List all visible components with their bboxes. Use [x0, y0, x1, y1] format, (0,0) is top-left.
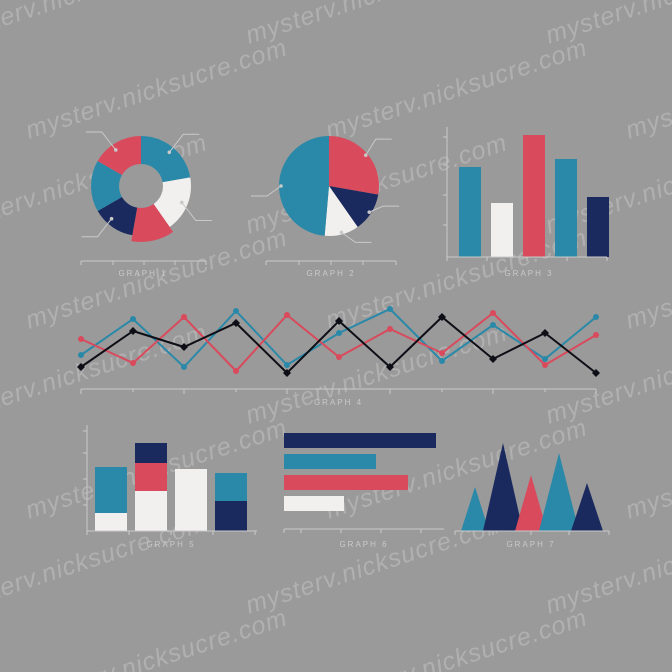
line-marker: [284, 362, 290, 368]
donut-hole: [119, 164, 163, 208]
line-marker: [180, 343, 188, 351]
bar: [587, 197, 609, 257]
watermark-text: mysterv.nicksucre.com: [322, 603, 591, 672]
line-marker: [439, 358, 445, 364]
callout-dot: [180, 201, 184, 205]
watermark-text: mysterv.nicksucre.com: [242, 0, 511, 51]
line-marker: [387, 326, 393, 332]
stacked-segment: [95, 467, 127, 513]
line-series: [81, 317, 596, 373]
stacked-segment: [135, 491, 167, 531]
line-marker: [181, 314, 187, 320]
triangle: [483, 443, 523, 531]
line-marker: [490, 322, 496, 328]
bar: [491, 203, 513, 257]
pie-slice: [329, 136, 379, 195]
line-marker: [336, 354, 342, 360]
watermark-text: mysterv.nicksucre.com: [542, 0, 672, 51]
watermark-text: mysterv.nicksucre.com: [622, 603, 672, 672]
line-marker: [233, 308, 239, 314]
watermark-text: mysterv.nicksucre.com: [0, 0, 211, 51]
triangle: [539, 453, 579, 531]
line-marker: [387, 306, 393, 312]
line-marker: [593, 332, 599, 338]
stacked-segment: [135, 443, 167, 463]
stacked-segment: [215, 473, 247, 501]
callout-dot: [110, 217, 114, 221]
chart-caption: GRAPH 1: [118, 269, 167, 278]
callout-dot: [279, 184, 283, 188]
line-marker: [181, 364, 187, 370]
triangle: [571, 483, 603, 531]
line-marker: [130, 360, 136, 366]
line-marker: [284, 312, 290, 318]
callout-dot: [364, 153, 368, 157]
hbar-chart: [284, 433, 436, 511]
bar: [523, 135, 545, 257]
chart-caption: GRAPH 3: [504, 269, 553, 278]
bar-chart-top: [459, 135, 609, 257]
stacked-segment: [175, 469, 207, 531]
hbar: [284, 496, 344, 511]
hbar: [284, 475, 408, 490]
line-marker: [78, 352, 84, 358]
pie-chart: [251, 136, 399, 242]
line-marker: [336, 330, 342, 336]
line-marker: [439, 350, 445, 356]
stacked-bar-chart: [95, 443, 247, 531]
callout-dot: [114, 148, 118, 152]
chart-caption: GRAPH 6: [339, 540, 388, 549]
pie-slice: [279, 136, 329, 236]
watermark-text: mysterv.nicksucre.com: [22, 603, 291, 672]
donut-chart: [82, 132, 212, 242]
bar: [555, 159, 577, 257]
stacked-segment: [215, 501, 247, 531]
line-marker: [490, 310, 496, 316]
chart-caption: GRAPH 7: [506, 540, 555, 549]
hbar: [284, 433, 436, 448]
callout-dot: [367, 210, 371, 214]
stacked-segment: [95, 513, 127, 531]
line-marker: [130, 316, 136, 322]
chart-caption: GRAPH 5: [146, 540, 195, 549]
line-chart: [77, 306, 600, 377]
callout-line: [341, 232, 371, 242]
hbar: [284, 454, 376, 469]
line-marker: [233, 368, 239, 374]
line-marker: [542, 362, 548, 368]
chart-caption: GRAPH 4: [314, 398, 363, 407]
callout-line: [366, 139, 392, 155]
callout-dot: [340, 231, 344, 235]
stacked-segment: [135, 463, 167, 491]
line-marker: [593, 314, 599, 320]
bar: [459, 167, 481, 257]
callout-dot: [167, 150, 171, 154]
triangle-chart: [461, 443, 603, 531]
chart-caption: GRAPH 2: [306, 269, 355, 278]
callout-line: [251, 186, 281, 196]
line-marker: [78, 336, 84, 342]
line-marker: [542, 356, 548, 362]
